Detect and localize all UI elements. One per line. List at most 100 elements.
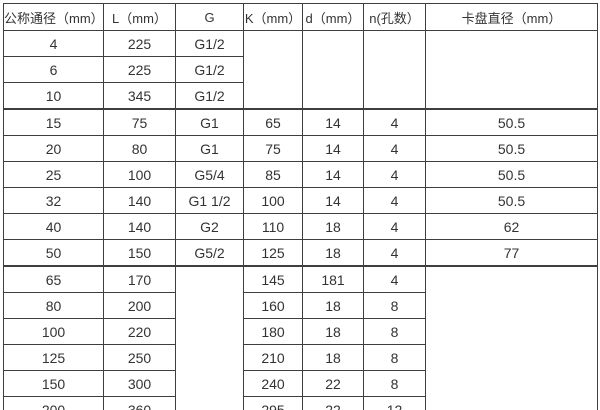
merged-empty-cell — [425, 30, 598, 110]
table-cell: 50.5 — [425, 161, 598, 188]
table-row: 25 100 G5/4 85 14 4 50.5 — [3, 161, 598, 188]
table-cell: G2 — [175, 213, 244, 240]
table-cell: 25 — [3, 161, 104, 188]
table-cell: 140 — [103, 213, 176, 240]
table-cell: 145 — [243, 265, 303, 293]
table-cell: 62 — [425, 213, 598, 240]
table-row: 4 225 G1/2 — [3, 30, 598, 110]
table-cell: 4 — [363, 108, 426, 136]
table-body: 4 225 G1/2 6 225 G1/2 10 345 G1/2 15 75 G1 65 14 4 50.5… — [3, 30, 598, 410]
table-cell: 15 — [3, 108, 104, 136]
table-cell: 100 — [103, 161, 176, 188]
table-cell: 110 — [243, 213, 303, 240]
merged-empty-cell — [175, 265, 244, 410]
table-cell: 14 — [302, 187, 364, 214]
table-cell: 18 — [302, 213, 364, 240]
table-cell: 85 — [243, 161, 303, 188]
table-cell: G1/2 — [175, 56, 244, 83]
table-cell: 75 — [243, 135, 303, 162]
table-cell: 75 — [103, 108, 176, 136]
table-cell: 65 — [243, 108, 303, 136]
table-cell: 360 — [103, 396, 176, 410]
column-header-G: G — [175, 3, 244, 31]
table-cell: G5/4 — [175, 161, 244, 188]
column-header-nominal-diameter: 公称通径（mm） — [3, 3, 104, 31]
table-row: 6 225 G1/2 — [3, 56, 598, 83]
table-cell: 150 — [3, 370, 104, 397]
table-cell: 160 — [243, 292, 303, 319]
table-cell: 300 — [103, 370, 176, 397]
table-cell: 150 — [103, 239, 176, 267]
column-header-K: K（mm） — [243, 3, 303, 31]
table-cell: 12 — [363, 396, 426, 410]
table-cell: 50.5 — [425, 108, 598, 136]
table-cell: 14 — [302, 108, 364, 136]
table-cell: 50.5 — [425, 187, 598, 214]
table-cell: 18 — [302, 318, 364, 345]
table-cell: 4 — [3, 30, 104, 57]
table-row: 32 140 G1 1/2 100 14 4 50.5 — [3, 187, 598, 214]
spec-table: 公称通径（mm） L（mm） G K（mm） d（mm） n(孔数） 卡盘直径（… — [3, 3, 598, 410]
table-cell: 10 — [3, 82, 104, 110]
table-cell: 200 — [103, 292, 176, 319]
table-cell: 65 — [3, 265, 104, 293]
table-cell: 40 — [3, 213, 104, 240]
table-cell: 100 — [243, 187, 303, 214]
table-cell: 345 — [103, 82, 176, 110]
table-cell: 125 — [243, 239, 303, 267]
table-cell: 8 — [363, 292, 426, 319]
table-cell: 4 — [363, 213, 426, 240]
table-cell: G1 1/2 — [175, 187, 244, 214]
table-cell: 4 — [363, 239, 426, 267]
table-row: 125 250 210 18 8 — [3, 344, 598, 371]
table-row: 50 150 G5/2 125 18 4 77 — [3, 239, 598, 267]
table-cell: G1 — [175, 135, 244, 162]
header-row: 公称通径（mm） L（mm） G K（mm） d（mm） n(孔数） 卡盘直径（… — [3, 3, 598, 31]
column-header-d: d（mm） — [302, 3, 364, 31]
table-cell: 225 — [103, 30, 176, 57]
table-cell: 170 — [103, 265, 176, 293]
table-row: 200 360 295 22 12 — [3, 396, 598, 410]
table-cell: 32 — [3, 187, 104, 214]
table-row: 15 75 G1 65 14 4 50.5 — [3, 108, 598, 136]
column-header-hole-count: n(孔数） — [363, 3, 426, 31]
table-cell: 240 — [243, 370, 303, 397]
table-cell: 80 — [103, 135, 176, 162]
table-cell: 18 — [302, 239, 364, 267]
table-cell: 4 — [363, 135, 426, 162]
table-cell: G1/2 — [175, 30, 244, 57]
table-cell: 100 — [3, 318, 104, 345]
table-cell: 181 — [302, 265, 364, 293]
table-cell: 8 — [363, 370, 426, 397]
table-cell: 210 — [243, 344, 303, 371]
table-cell: 295 — [243, 396, 303, 410]
table-row: 40 140 G2 110 18 4 62 — [3, 213, 598, 240]
table-cell: 22 — [302, 370, 364, 397]
merged-empty-cell — [425, 265, 598, 410]
table-cell: G5/2 — [175, 239, 244, 267]
column-header-chuck-diameter: 卡盘直径（mm） — [425, 3, 598, 31]
merged-empty-cell — [302, 30, 364, 110]
table-row: 20 80 G1 75 14 4 50.5 — [3, 135, 598, 162]
table-cell: 4 — [363, 161, 426, 188]
table-row: 100 220 180 18 8 — [3, 318, 598, 345]
merged-empty-cell — [243, 30, 303, 110]
table-row: 10 345 G1/2 — [3, 82, 598, 110]
merged-empty-cell — [363, 30, 426, 110]
table-cell: 250 — [103, 344, 176, 371]
table-cell: 80 — [3, 292, 104, 319]
table-cell: 18 — [302, 292, 364, 319]
table-cell: 50 — [3, 239, 104, 267]
table-cell: G1/2 — [175, 82, 244, 110]
table-cell: 200 — [3, 396, 104, 410]
column-header-L: L（mm） — [103, 3, 176, 31]
table-cell: 180 — [243, 318, 303, 345]
table-cell: 50.5 — [425, 135, 598, 162]
table-cell: 14 — [302, 135, 364, 162]
table-cell: 140 — [103, 187, 176, 214]
table-cell: 20 — [3, 135, 104, 162]
table-cell: 4 — [363, 187, 426, 214]
table-cell: 22 — [302, 396, 364, 410]
table-cell: 225 — [103, 56, 176, 83]
